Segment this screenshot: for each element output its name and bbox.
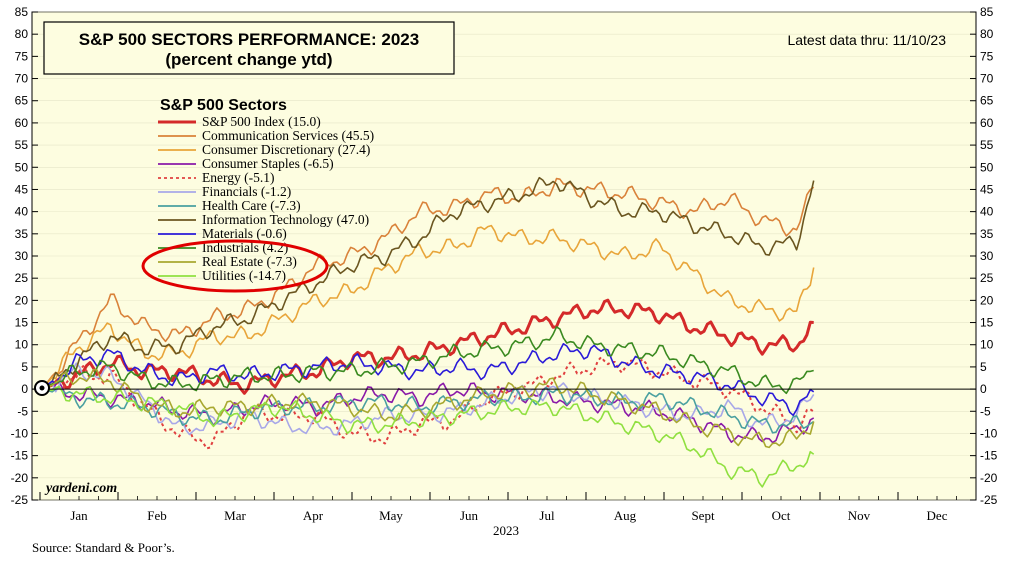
- y-tick-label-left: 30: [15, 249, 29, 263]
- y-tick-label-right: 85: [980, 5, 994, 19]
- y-tick-label-left: -25: [11, 493, 29, 507]
- y-tick-label-left: 5: [21, 360, 28, 374]
- y-tick-label-right: 15: [980, 316, 994, 330]
- y-tick-label-right: 10: [980, 338, 994, 352]
- chart-title: S&P 500 SECTORS PERFORMANCE: 2023: [79, 30, 419, 49]
- y-tick-label-right: 25: [980, 271, 994, 285]
- y-tick-label-right: 20: [980, 293, 994, 307]
- y-tick-label-right: -10: [980, 426, 998, 440]
- legend-entry: Communication Services (45.5): [202, 128, 374, 143]
- legend-entry: Real Estate (-7.3): [202, 254, 297, 269]
- y-tick-label-left: 40: [15, 205, 29, 219]
- series-line: [41, 176, 815, 390]
- legend-entry: Energy (-5.1): [202, 170, 274, 185]
- y-tick-label-left: 20: [15, 293, 29, 307]
- y-tick-label-right: 70: [980, 72, 994, 86]
- y-tick-label-right: -25: [980, 493, 998, 507]
- origin-marker-dot: [39, 385, 45, 391]
- legend-entry: Consumer Discretionary (27.4): [202, 142, 370, 157]
- brand-label: yardeni.com: [44, 481, 117, 496]
- y-tick-label-left: 70: [15, 72, 29, 86]
- annotation-ellipse: [141, 239, 329, 293]
- x-tick-label: Aug: [614, 508, 637, 523]
- y-tick-label-right: 0: [980, 382, 987, 396]
- y-tick-label-left: 15: [15, 316, 29, 330]
- x-tick-label: Jul: [539, 508, 555, 523]
- x-tick-label: Apr: [303, 508, 324, 523]
- y-tick-label-left: 45: [15, 182, 29, 196]
- legend-entry: Consumer Staples (-6.5): [202, 156, 334, 171]
- legend-entry: Materials (-0.6): [202, 226, 287, 241]
- legend-entry: Information Technology (47.0): [202, 212, 369, 227]
- series-line: [41, 224, 815, 390]
- y-tick-label-right: 40: [980, 205, 994, 219]
- y-tick-label-right: 35: [980, 227, 994, 241]
- y-tick-label-left: 75: [15, 49, 29, 63]
- y-tick-label-left: 80: [15, 27, 29, 41]
- legend-entry: Health Care (-7.3): [202, 198, 301, 213]
- y-tick-label-left: 65: [15, 94, 29, 108]
- y-tick-label-left: -5: [17, 404, 28, 418]
- x-tick-label: Dec: [927, 508, 948, 523]
- x-tick-label: Oct: [772, 508, 791, 523]
- y-tick-label-right: 30: [980, 249, 994, 263]
- y-tick-label-right: 65: [980, 94, 994, 108]
- legend-entry: Financials (-1.2): [202, 184, 291, 199]
- y-tick-label-right: 75: [980, 49, 994, 63]
- y-tick-label-left: 25: [15, 271, 29, 285]
- y-tick-label-left: 55: [15, 138, 29, 152]
- y-tick-label-right: 80: [980, 27, 994, 41]
- y-tick-label-left: 60: [15, 116, 29, 130]
- x-tick-label: Mar: [224, 508, 246, 523]
- y-tick-label-left: 85: [15, 5, 29, 19]
- legend-entry: S&P 500 Index (15.0): [202, 114, 321, 129]
- y-tick-label-right: 60: [980, 116, 994, 130]
- x-tick-label: May: [379, 508, 403, 523]
- x-axis-label: 2023: [493, 523, 519, 538]
- series-line: [41, 381, 815, 444]
- x-tick-label: Jun: [460, 508, 479, 523]
- series-line: [41, 385, 815, 434]
- y-tick-label-left: 35: [15, 227, 29, 241]
- y-tick-label-left: -10: [11, 426, 29, 440]
- y-tick-label-right: 55: [980, 138, 994, 152]
- chart-subtitle: (percent change ytd): [165, 50, 332, 69]
- y-tick-label-left: 0: [21, 382, 28, 396]
- series-lines: [41, 176, 815, 488]
- series-line: [41, 385, 815, 488]
- y-tick-label-right: -20: [980, 471, 998, 485]
- y-tick-label-left: 10: [15, 338, 29, 352]
- y-tick-label-right: 45: [980, 182, 994, 196]
- series-line: [41, 368, 815, 449]
- y-tick-label-right: -15: [980, 449, 998, 463]
- series-line: [41, 326, 814, 395]
- y-tick-label-right: 5: [980, 360, 987, 374]
- latest-data-note: Latest data thru: 11/10/23: [787, 32, 946, 48]
- legend-title: S&P 500 Sectors: [160, 97, 287, 114]
- series-line: [41, 343, 815, 417]
- y-tick-label-left: -20: [11, 471, 29, 485]
- x-tick-label: Nov: [848, 508, 871, 523]
- y-tick-label-left: 50: [15, 160, 29, 174]
- y-tick-label-left: -15: [11, 449, 29, 463]
- y-tick-label-right: -5: [980, 404, 991, 418]
- y-tick-label-right: 50: [980, 160, 994, 174]
- x-tick-label: Jan: [70, 508, 88, 523]
- x-tick-label: Sept: [691, 508, 715, 523]
- x-tick-label: Feb: [147, 508, 167, 523]
- source-note: Source: Standard & Poor’s.: [32, 540, 175, 555]
- title-box: [43, 21, 455, 75]
- legend-entry: Utilities (-14.7): [202, 268, 286, 283]
